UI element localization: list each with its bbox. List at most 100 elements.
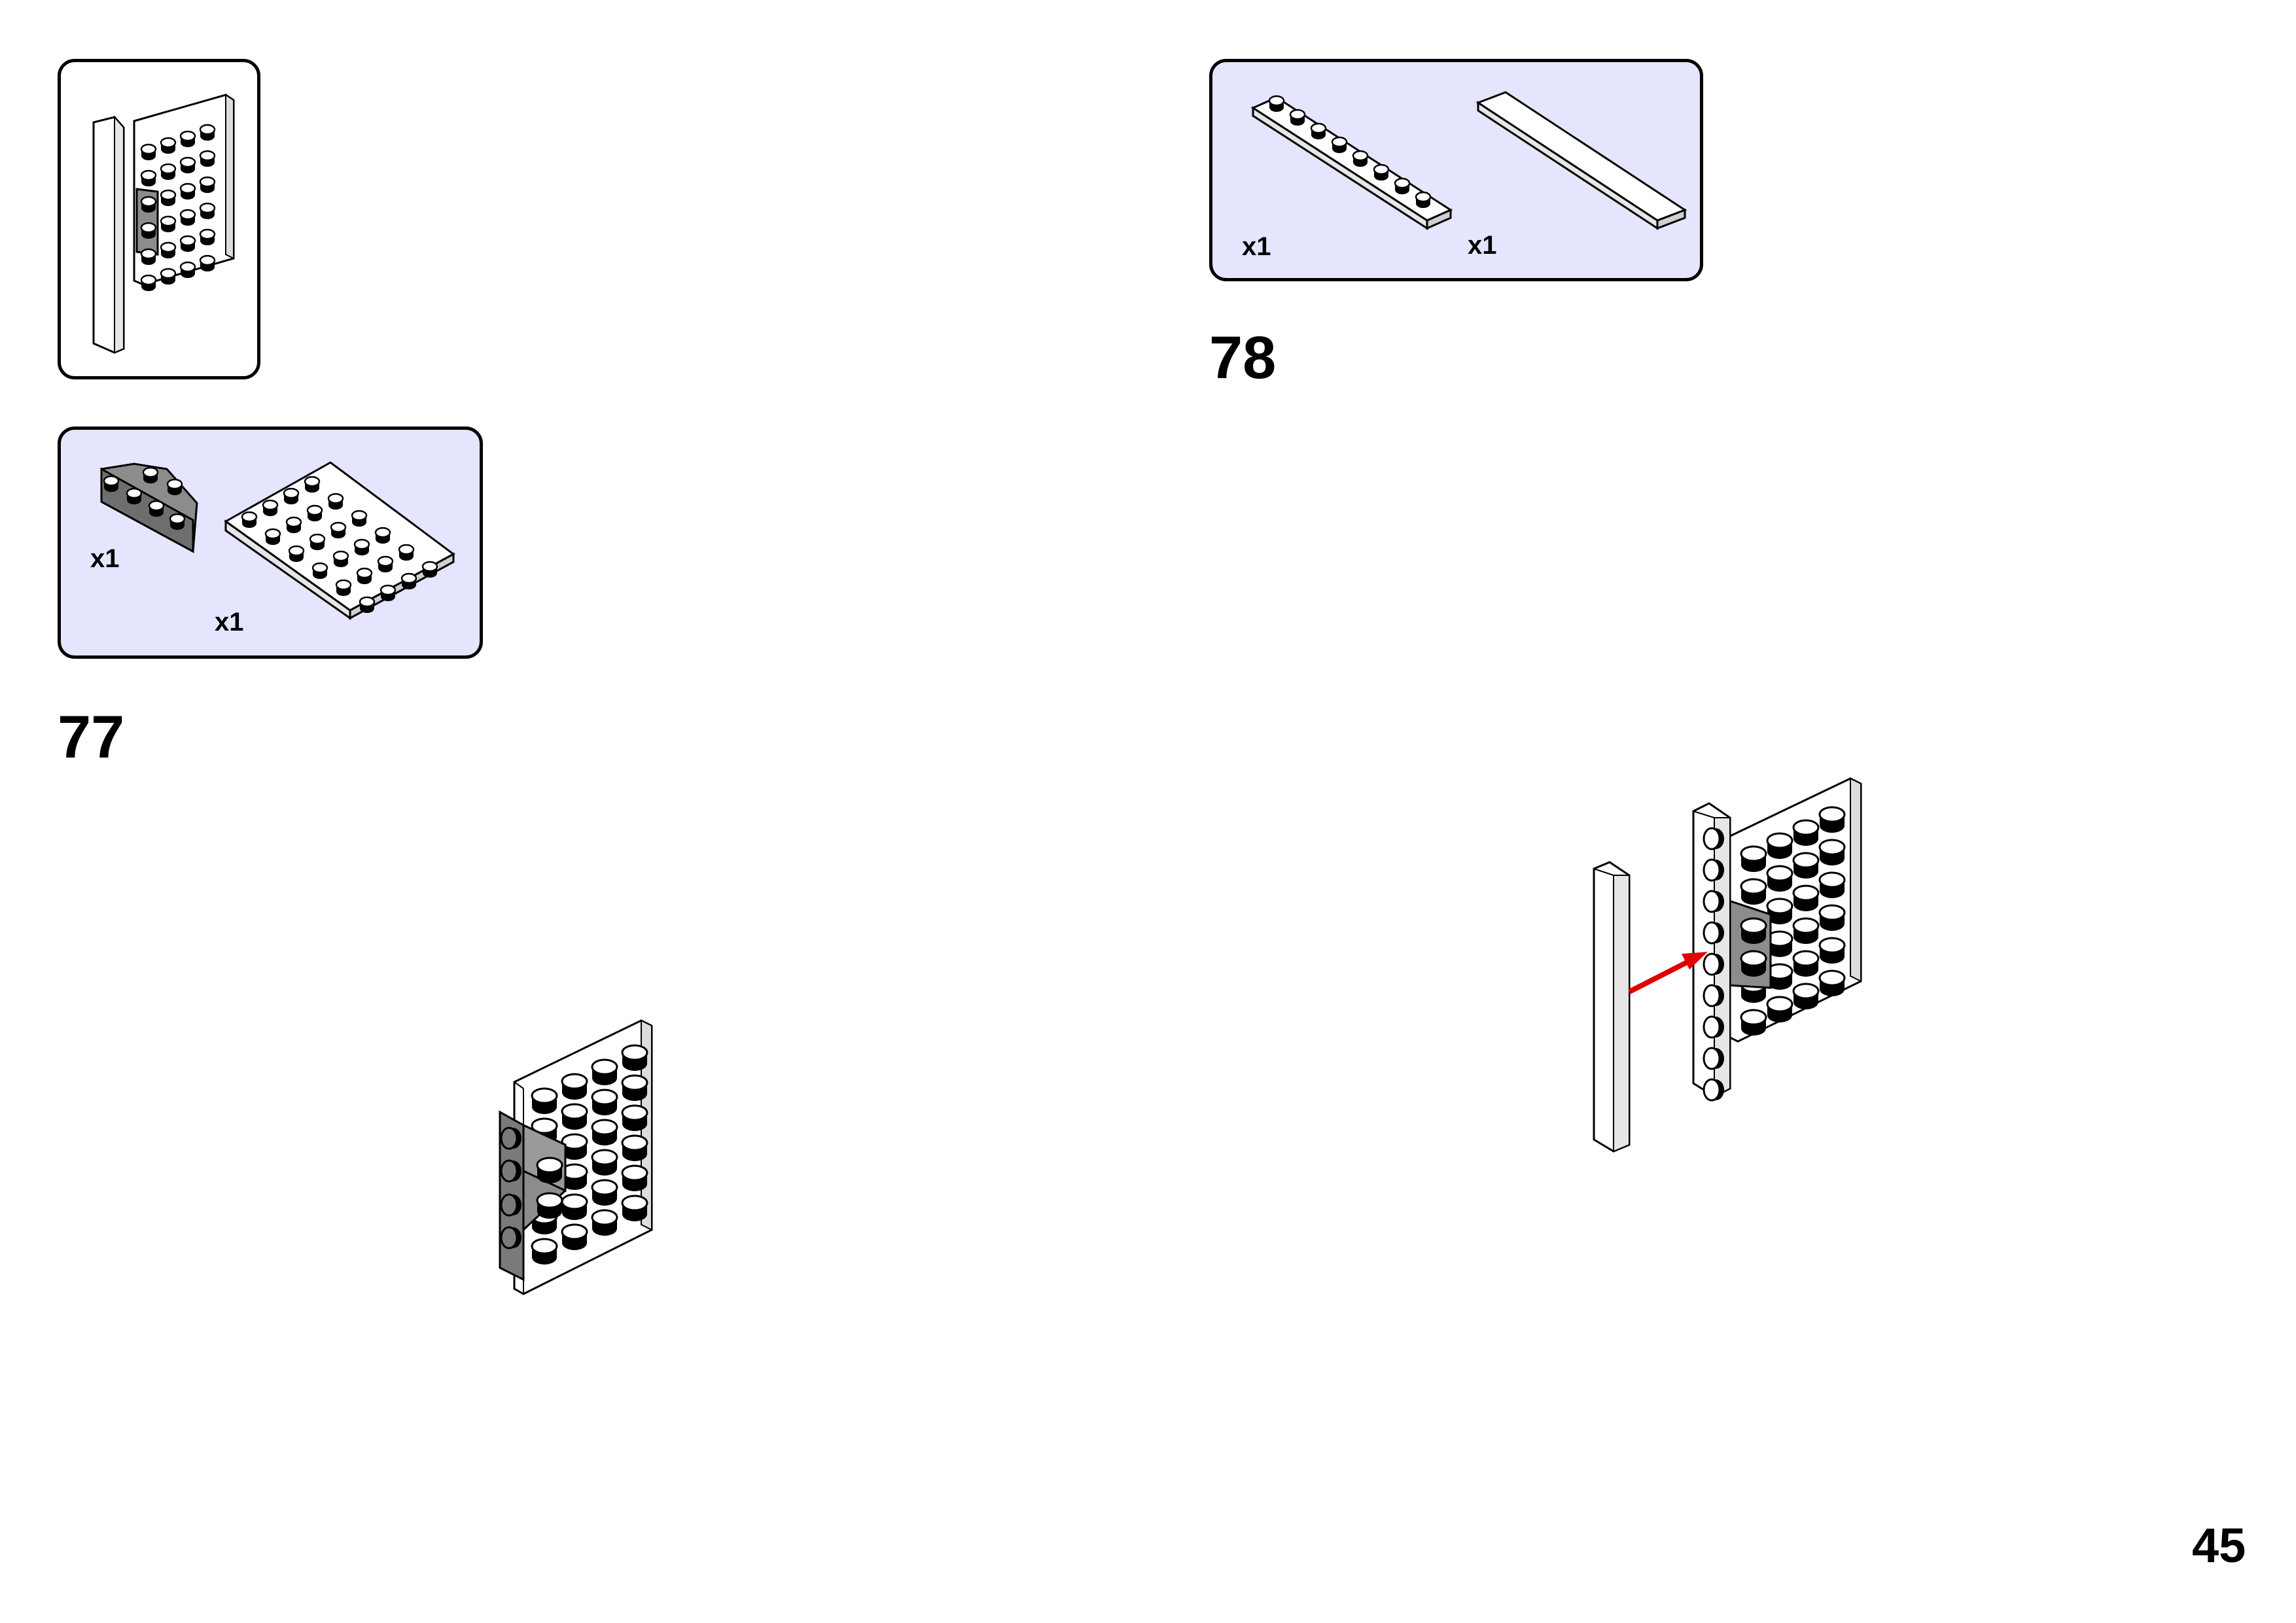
stud [199, 254, 216, 273]
stud [591, 1089, 618, 1117]
stud [591, 1119, 618, 1147]
stud [179, 156, 196, 175]
stud [400, 572, 417, 591]
page-number: 45 [2192, 1518, 2246, 1573]
stud [561, 1193, 588, 1221]
subassembly-preview-image [92, 94, 235, 354]
stud [179, 261, 196, 279]
stud [285, 516, 302, 534]
stud [1766, 996, 1793, 1024]
stud [1792, 819, 1820, 847]
stud [380, 584, 397, 602]
angle-plate-part-image [100, 462, 198, 553]
stud [621, 1134, 648, 1162]
stud [1792, 917, 1820, 945]
stud [262, 499, 279, 517]
stud [1703, 890, 1725, 913]
stud [561, 1103, 588, 1131]
stud [1818, 871, 1846, 899]
stud [353, 538, 370, 557]
stud [179, 183, 196, 201]
stud [179, 130, 196, 148]
stud [283, 487, 300, 506]
stud [1268, 95, 1285, 113]
stud [1373, 164, 1390, 182]
plate-4x6-part-image [224, 461, 455, 620]
stud [1818, 937, 1846, 965]
stud [1740, 878, 1767, 906]
stud [1415, 191, 1432, 209]
stud [311, 562, 328, 580]
stud [160, 163, 177, 181]
stud [561, 1223, 588, 1251]
stud [1703, 984, 1725, 1007]
stud [1703, 858, 1725, 882]
tile-1x8-part-image [1475, 91, 1687, 230]
stud [140, 196, 157, 214]
stud [621, 1164, 648, 1193]
stud [1792, 950, 1820, 978]
stud [140, 143, 157, 162]
stud [199, 150, 216, 168]
stud [1818, 969, 1846, 998]
stud [160, 241, 177, 260]
part-quantity: x1 [215, 608, 244, 637]
stud [591, 1179, 618, 1207]
stud [1703, 827, 1725, 850]
stud [1818, 806, 1846, 834]
stud [179, 209, 196, 227]
stud [241, 511, 258, 529]
stud [179, 235, 196, 253]
stud [621, 1104, 648, 1132]
stud [398, 544, 415, 562]
subassembly-preview-box [58, 59, 260, 379]
stud [264, 528, 281, 546]
part-quantity: x1 [1242, 232, 1271, 261]
stud [140, 248, 157, 266]
step-number: 78 [1209, 324, 1277, 391]
stud [591, 1149, 618, 1177]
stud [304, 476, 321, 494]
stud [1792, 983, 1820, 1011]
stud [621, 1074, 648, 1102]
stud [160, 215, 177, 234]
stud [330, 521, 347, 540]
stud [351, 510, 368, 528]
stud [199, 202, 216, 220]
part-quantity: x1 [90, 544, 120, 573]
stud [1766, 832, 1793, 860]
stud [1352, 150, 1369, 168]
stud [1740, 1009, 1767, 1037]
stud [1792, 884, 1820, 913]
stud [1818, 904, 1846, 932]
stud [1818, 839, 1846, 867]
stud [1703, 1078, 1725, 1102]
stud [591, 1058, 618, 1087]
stud [621, 1044, 648, 1072]
stud [332, 550, 349, 568]
step-78-assembly-image [1593, 777, 1862, 1153]
stud [140, 169, 157, 188]
stud [1703, 1047, 1725, 1070]
stud [1310, 122, 1327, 141]
stud [1331, 136, 1348, 154]
step-number: 77 [58, 704, 125, 771]
parts-callout-step-77: x1 x1 [58, 427, 483, 659]
stud [335, 579, 352, 597]
stud [288, 545, 305, 563]
stud [421, 561, 438, 579]
stud [1740, 845, 1767, 873]
stud [1792, 852, 1820, 880]
stud [1703, 952, 1725, 976]
stud [531, 1087, 558, 1115]
part-quantity: x1 [1468, 231, 1497, 260]
stud [591, 1209, 618, 1237]
parts-callout-step-78: x1 x1 [1209, 59, 1703, 281]
stud [1289, 109, 1306, 127]
stud [1394, 177, 1411, 196]
step-77-assembly-image [499, 1019, 653, 1295]
plate-1x8-part-image [1250, 95, 1453, 230]
stud [199, 124, 216, 142]
stud [199, 176, 216, 194]
stud [160, 189, 177, 207]
